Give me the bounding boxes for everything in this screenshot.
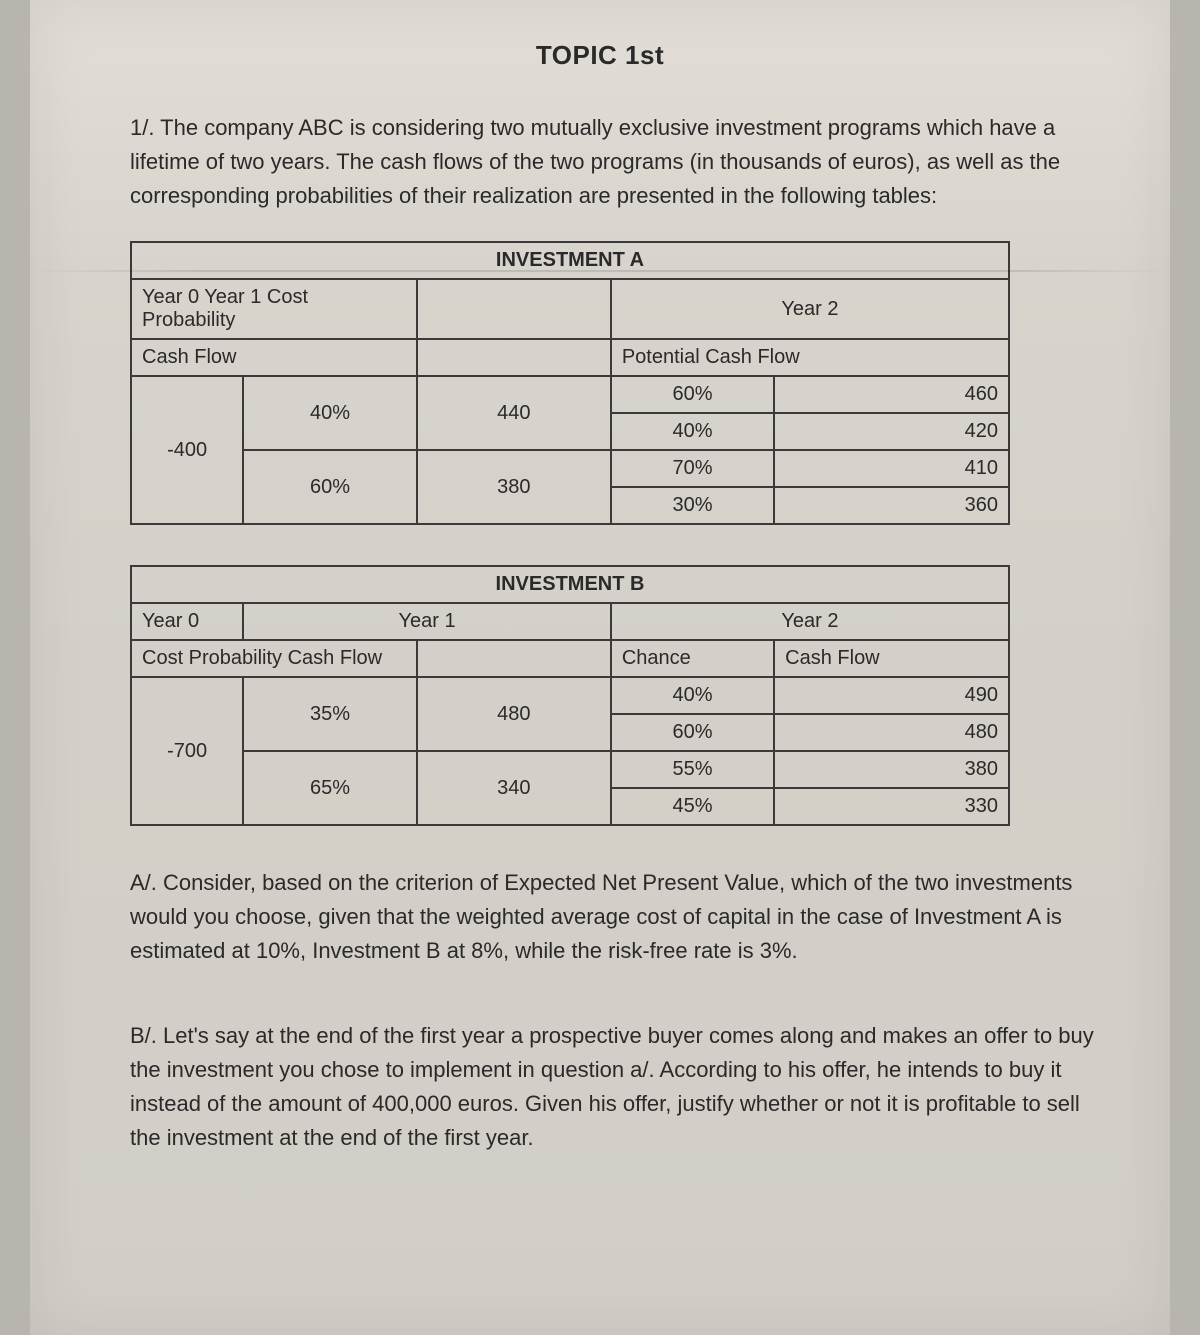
b-p21: 55% (611, 751, 774, 788)
b-v22: 330 (774, 788, 1009, 825)
b-v21: 380 (774, 751, 1009, 788)
b-prob-2: 65% (243, 751, 417, 825)
a-year0-cost: -400 (131, 376, 243, 524)
a-v21: 410 (774, 450, 1009, 487)
b-th-y0: Year 0 (131, 603, 243, 640)
intro-paragraph: 1/. The company ABC is considering two m… (130, 111, 1100, 213)
b-cf1-1: 480 (417, 677, 611, 751)
th-year2: Year 2 (611, 279, 1009, 339)
b-p22: 45% (611, 788, 774, 825)
a-p22: 30% (611, 487, 774, 524)
b-p11: 40% (611, 677, 774, 714)
b-v12: 480 (774, 714, 1009, 751)
a-prob-1: 40% (243, 376, 417, 450)
b-th-cf: Cash Flow (774, 640, 1009, 677)
a-p11: 60% (611, 376, 774, 413)
a-cf1-1: 440 (417, 376, 611, 450)
table-a-title: INVESTMENT A (131, 242, 1009, 279)
a-cf1-2: 380 (417, 450, 611, 524)
a-v22: 360 (774, 487, 1009, 524)
th-empty (417, 279, 611, 339)
b-cf1-2: 340 (417, 751, 611, 825)
topic-title: TOPIC 1st (100, 40, 1100, 71)
investment-a-table: INVESTMENT A Year 0 Year 1 Cost Probabil… (130, 241, 1010, 525)
question-a: A/. Consider, based on the criterion of … (130, 866, 1100, 968)
b-v11: 490 (774, 677, 1009, 714)
a-v11: 460 (774, 376, 1009, 413)
a-v12: 420 (774, 413, 1009, 450)
b-th-empty (417, 640, 611, 677)
investment-b-table: INVESTMENT B Year 0 Year 1 Year 2 Cost P… (130, 565, 1010, 826)
table-b-title: INVESTMENT B (131, 566, 1009, 603)
b-th-y2: Year 2 (611, 603, 1009, 640)
b-th-y1: Year 1 (243, 603, 611, 640)
question-b: B/. Let's say at the end of the first ye… (130, 1019, 1100, 1155)
a-p12: 40% (611, 413, 774, 450)
th-potential-cf: Potential Cash Flow (611, 339, 1009, 376)
b-year0-cost: -700 (131, 677, 243, 825)
b-prob-1: 35% (243, 677, 417, 751)
b-p12: 60% (611, 714, 774, 751)
th-cashflow: Cash Flow (131, 339, 417, 376)
th-empty2 (417, 339, 611, 376)
b-th-cpcf: Cost Probability Cash Flow (131, 640, 417, 677)
a-prob-2: 60% (243, 450, 417, 524)
a-p21: 70% (611, 450, 774, 487)
b-th-chance: Chance (611, 640, 774, 677)
th-y0y1-prob: Year 0 Year 1 Cost Probability (131, 279, 417, 339)
